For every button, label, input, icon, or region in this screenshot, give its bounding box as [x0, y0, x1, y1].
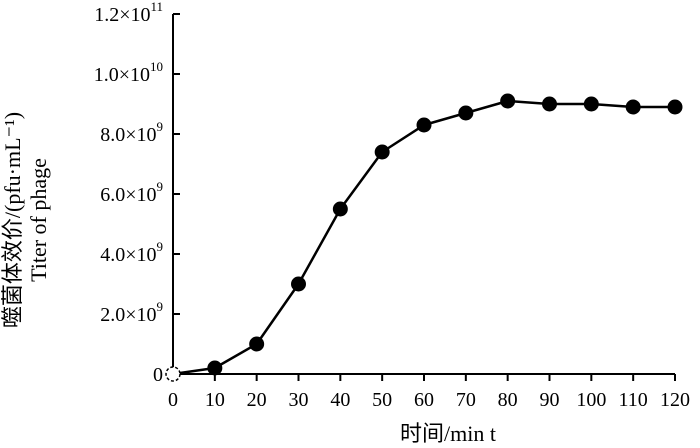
axes [172, 14, 675, 375]
data-point [374, 144, 390, 160]
x-tick-label: 40 [330, 389, 350, 411]
data-point [207, 360, 223, 376]
y-tick-label: 8.0×109 [100, 119, 163, 146]
data-point [249, 336, 265, 352]
y-tick-label: 1.0×1010 [94, 59, 163, 86]
y-tick-exponent: 9 [157, 119, 164, 134]
y-tick-mantissa: 8.0×10 [100, 124, 156, 146]
x-tick-label: 120 [660, 389, 690, 411]
y-tick-label: 2.0×109 [100, 299, 163, 326]
data-point [542, 96, 557, 112]
y-axis-title-line2: Titer of phage [26, 158, 51, 282]
x-tick-label: 70 [456, 389, 476, 411]
y-tick-mantissa: 6.0×10 [100, 184, 156, 206]
y-tick-exponent: 11 [150, 0, 163, 14]
data-point [165, 366, 181, 382]
x-tick-label: 10 [205, 389, 225, 411]
data-point [583, 96, 599, 112]
x-tick-label: 0 [168, 389, 178, 411]
y-tick-label: 6.0×109 [100, 179, 163, 206]
data-point [332, 201, 348, 217]
data-point [667, 99, 683, 115]
y-tick-mantissa: 0 [153, 364, 163, 386]
y-tick-mantissa: 4.0×10 [100, 244, 156, 266]
y-tick-exponent: 9 [157, 239, 164, 254]
x-axis-title: 时间/min t [400, 421, 496, 446]
x-tick-label: 20 [247, 389, 267, 411]
data-point [291, 276, 306, 292]
y-axis-title-line1: 噬菌体效价/(pfu·mL⁻¹) [0, 112, 25, 328]
y-tick-label: 1.2×1011 [94, 0, 163, 26]
y-tick-mantissa: 1.2×10 [94, 4, 150, 26]
series-line [172, 99, 675, 376]
y-ticks: 02.0×1094.0×1096.0×1098.0×1091.0×10101.2… [94, 0, 180, 386]
data-points [165, 93, 683, 382]
y-tick-label: 0 [153, 364, 163, 386]
data-point [500, 93, 516, 109]
x-tick-label: 110 [619, 389, 648, 411]
data-point [416, 117, 432, 133]
data-point [625, 99, 641, 115]
data-point [458, 105, 474, 121]
x-ticks: 0 10 20 30 40 50 60 70 80 90 100 110 120 [168, 374, 690, 411]
x-tick-label: 60 [414, 389, 434, 411]
y-tick-mantissa: 2.0×10 [100, 304, 156, 326]
x-tick-label: 30 [289, 389, 309, 411]
y-tick-mantissa: 1.0×10 [94, 64, 150, 86]
series-line-group [172, 99, 675, 376]
y-tick-label: 4.0×109 [100, 239, 163, 266]
y-tick-exponent: 9 [157, 179, 164, 194]
x-tick-label: 80 [498, 389, 518, 411]
y-tick-exponent: 9 [157, 299, 164, 314]
x-tick-label: 50 [372, 389, 392, 411]
x-tick-label: 100 [576, 389, 606, 411]
x-tick-label: 90 [540, 389, 560, 411]
y-tick-exponent: 10 [150, 59, 163, 74]
